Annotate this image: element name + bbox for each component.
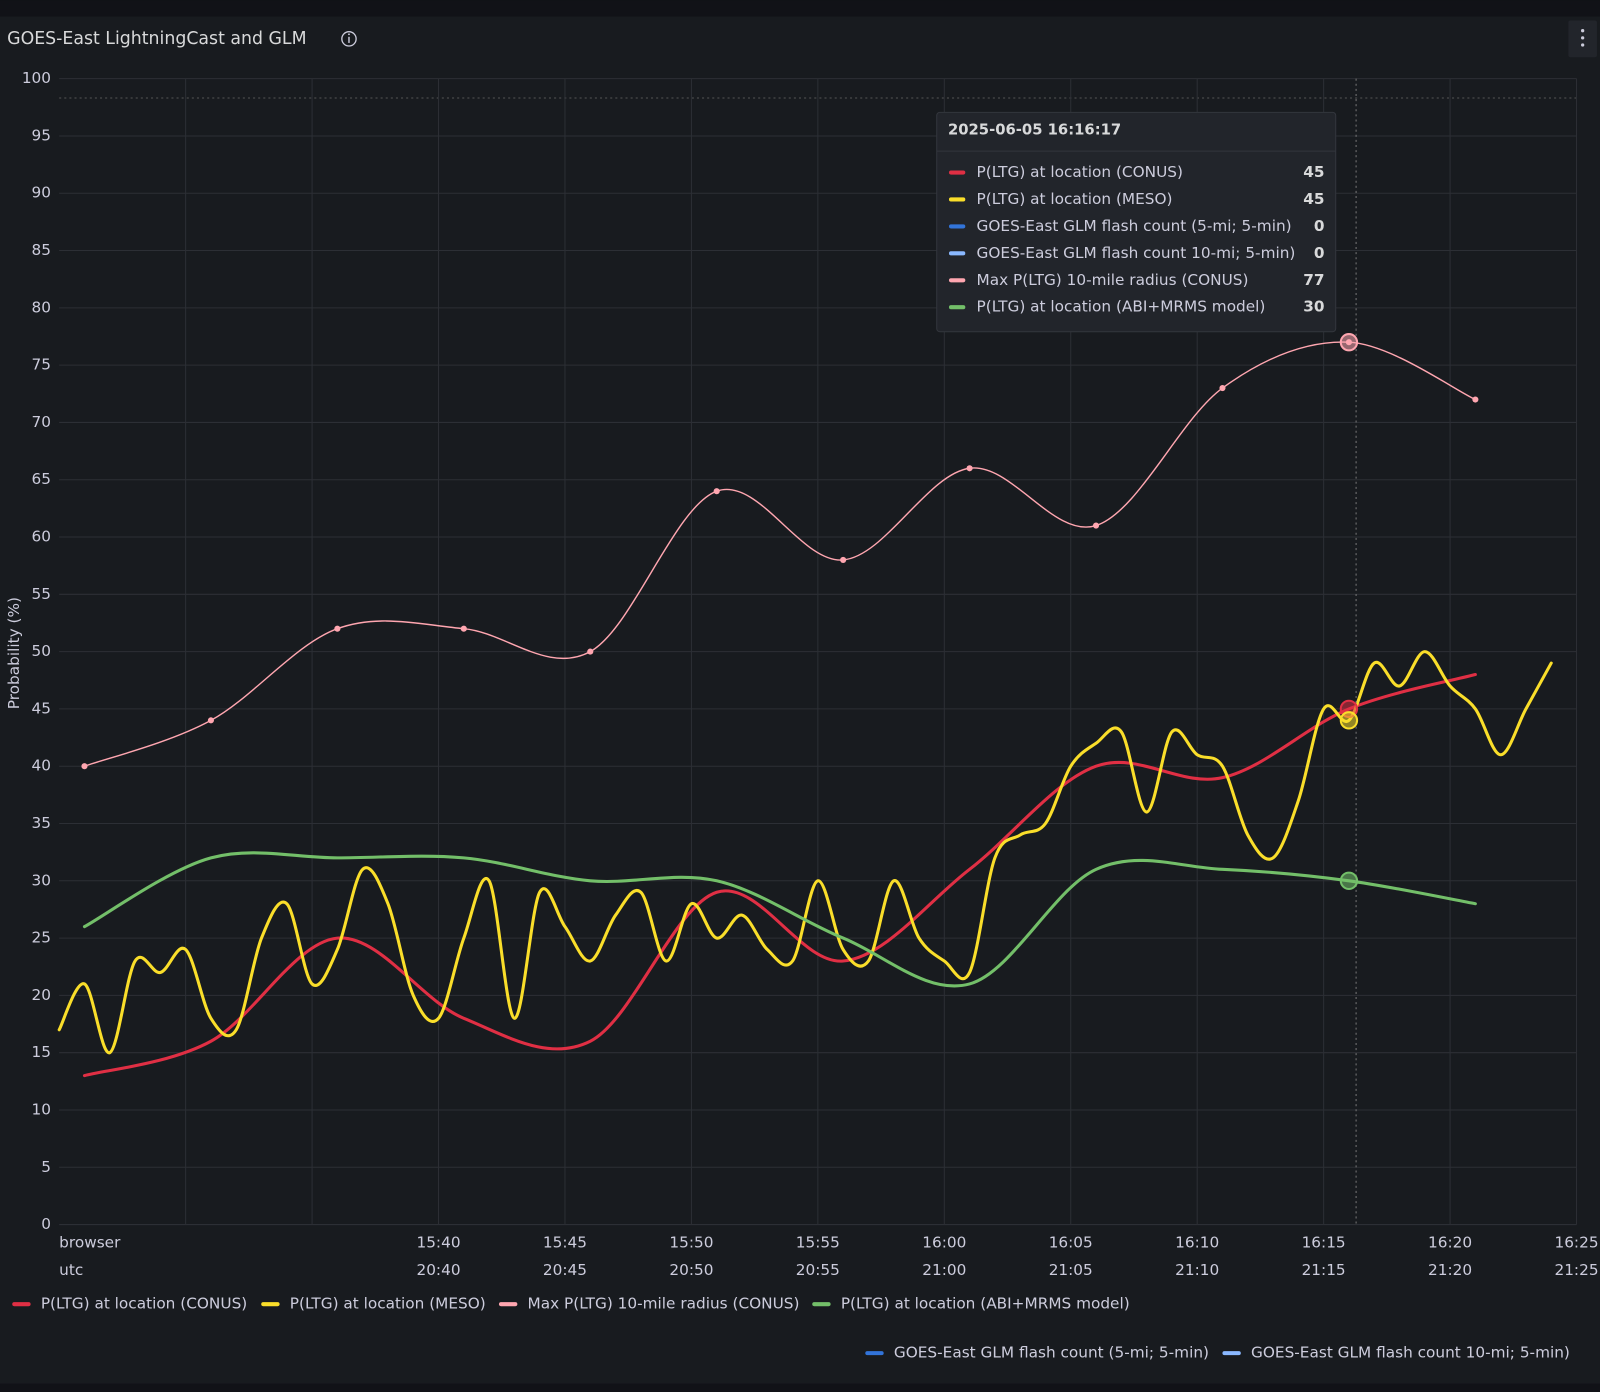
tooltip-name: P(LTG) at location (CONUS) [977,163,1183,181]
y-tick-label: 45 [32,699,51,717]
timezone-label: browser [59,1233,121,1251]
tooltip-name: GOES-East GLM flash count 10-mi; 5-min) [977,244,1296,262]
y-tick-label: 30 [32,871,51,889]
legend-label[interactable]: P(LTG) at location (CONUS) [41,1295,247,1313]
y-tick-label: 70 [32,413,51,431]
series-point [713,488,720,495]
panel-title: GOES-East LightningCast and GLM [7,29,306,49]
series-line [82,851,1477,988]
top-bar [0,0,1600,17]
series-point [460,625,467,632]
y-tick-label: 95 [32,126,51,144]
x-tick-label-utc: 21:05 [1049,1261,1093,1279]
x-tick-label-utc: 21:00 [922,1261,966,1279]
tooltip-value: 77 [1303,271,1324,289]
y-tick-label: 60 [32,528,51,546]
x-tick-label-utc: 20:45 [543,1261,587,1279]
tooltip-value: 0 [1314,244,1325,262]
legend-label[interactable]: Max P(LTG) 10-mile radius (CONUS) [528,1295,800,1313]
tooltip-name: GOES-East GLM flash count (5-mi; 5-min) [977,217,1292,235]
x-tick-label-utc: 21:20 [1428,1261,1472,1279]
series-point [207,717,214,724]
x-tick-label: 16:00 [922,1233,966,1251]
tooltip: 2025-06-05 16:16:17 P(LTG) at location (C… [936,111,1337,333]
x-tick-label: 15:50 [669,1233,713,1251]
x-tick-label-utc: 21:10 [1175,1261,1219,1279]
tooltip-value: 45 [1303,190,1324,208]
x-tick-label: 16:15 [1302,1233,1346,1251]
info-icon[interactable] [341,31,357,47]
plot: 15:40 20:40 15:45 20:45 15:50 20:50 15:55 20:55… [57,78,1599,1279]
legend-label[interactable]: GOES-East GLM flash count (5-mi; 5-min) [894,1344,1209,1362]
y-tick-label: 100 [22,69,51,87]
series-point [1092,522,1100,529]
menu-button[interactable] [1568,20,1597,58]
y-tick-label: 0 [41,1215,51,1233]
y-tick-label: 40 [32,757,51,775]
x-tick-label-utc: 20:55 [796,1261,840,1279]
x-tick-label: 15:45 [543,1233,587,1251]
y-tick-label: 85 [32,241,51,259]
series-point [1219,384,1226,392]
hover-point [1339,711,1359,730]
series-point [1472,396,1479,403]
tooltip-value: 0 [1314,217,1325,235]
y-tick-label: 5 [41,1158,51,1176]
y-tick-label: 35 [32,814,51,832]
y-tick-label: 15 [32,1043,51,1061]
y-tick-label: 25 [32,929,51,947]
tooltip-name: P(LTG) at location (ABI+MRMS model) [977,298,1266,316]
bottom-bar [0,1383,1600,1392]
series-line [57,650,1553,1055]
y-tick-label: 10 [32,1100,51,1118]
series-point [587,648,594,655]
tooltip-value: 45 [1303,163,1324,181]
series-point [81,763,88,770]
y-tick-label: 75 [32,356,51,374]
tooltip-title: 2025-06-05 16:16:17 [948,122,1121,139]
x-tick-label-utc: 21:25 [1554,1261,1598,1279]
x-tick-label: 15:55 [796,1233,840,1251]
y-tick-label: 65 [32,470,51,488]
tooltip-name: P(LTG) at location (MESO) [977,190,1173,208]
tooltip-box [936,111,1337,333]
x-tick-label-utc: 21:15 [1302,1261,1346,1279]
x-tick-label: 16:20 [1428,1233,1472,1251]
x-tick-label-utc: 20:40 [416,1261,460,1279]
hover-point [1339,333,1359,352]
y-tick-label: 90 [32,184,51,202]
x-tick-label-utc: 20:50 [669,1261,713,1279]
x-tick-label: 16:05 [1049,1233,1093,1251]
series-point [966,465,973,472]
hover-point [1339,871,1359,890]
x-tick-label: 16:10 [1175,1233,1219,1251]
x-tick-label: 16:25 [1554,1233,1598,1251]
y-axis-label: Probability (%) [5,597,23,709]
series-point [334,625,341,632]
x-tick-label: 15:40 [416,1233,460,1251]
y-tick-label: 55 [32,585,51,603]
y-tick-label: 20 [32,986,51,1004]
legend-label[interactable]: GOES-East GLM flash count 10-mi; 5-min) [1251,1344,1570,1362]
y-tick-label: 50 [32,642,51,660]
legend-label[interactable]: P(LTG) at location (MESO) [290,1295,486,1313]
series-point [840,556,847,563]
tooltip-value: 30 [1303,298,1324,316]
timezone-label: utc [59,1261,83,1279]
legend-label[interactable]: P(LTG) at location (ABI+MRMS model) [841,1295,1130,1313]
y-tick-label: 80 [32,298,51,316]
tooltip-name: Max P(LTG) 10-mile radius (CONUS) [977,271,1249,289]
